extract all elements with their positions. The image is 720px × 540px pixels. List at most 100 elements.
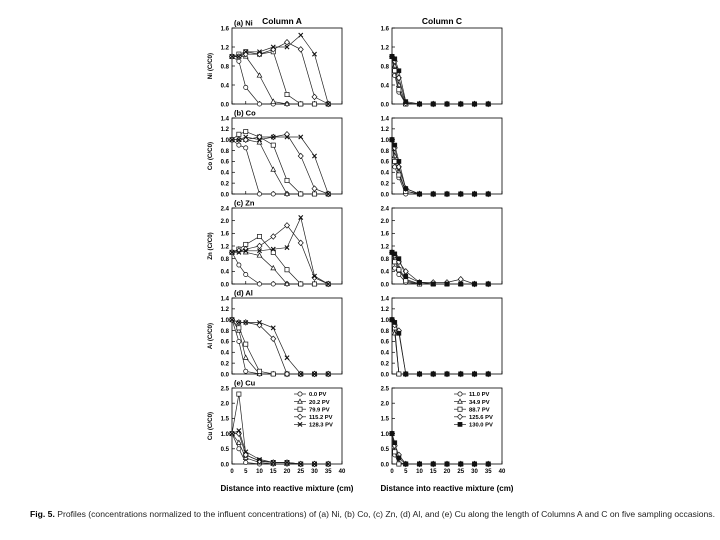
x-tick-label: 25 [297, 469, 304, 475]
data-point [270, 371, 276, 377]
data-point [256, 139, 263, 145]
data-point [392, 251, 398, 257]
series-line [391, 139, 489, 195]
x-tick-label: 20 [284, 469, 291, 475]
data-point [396, 272, 402, 277]
data-point [325, 101, 331, 107]
panel-5-column-a: 0.0 0.5 1.0 1.5 2.0 2.5 0 5 10 15 20 25 30 35 40 (e) Cu… [207, 379, 346, 476]
data-point [389, 431, 395, 436]
y-tick-label: 1.2 [221, 127, 230, 133]
y-tick-label: 0.4 [221, 83, 230, 89]
y-tick-label: 1.4 [381, 116, 390, 122]
y-axis-label: Al (C/C0) [207, 323, 214, 349]
data-point [270, 142, 276, 148]
data-point [472, 281, 477, 287]
data-point [417, 461, 422, 467]
data-point [270, 98, 277, 104]
plot-frame [391, 117, 503, 195]
series-line [391, 56, 489, 105]
y-tick-label: 0.0 [381, 282, 390, 288]
data-point [458, 281, 464, 287]
y-tick-label: 0.0 [381, 102, 390, 108]
data-point [270, 233, 277, 240]
data-point [236, 137, 242, 143]
legend-label: 130.0 PV [469, 423, 493, 429]
data-point [270, 44, 276, 50]
panels: 0.0 0.4 0.8 1.2 1.6 (a) Ni Ni (C/C0) 0.0 0.4 0.8 1… [207, 19, 506, 476]
data-point [312, 461, 317, 467]
data-point [396, 68, 402, 74]
data-point [236, 319, 242, 325]
x-axis-label-right: Distance into reactive mixture (cm) [381, 484, 514, 493]
plot-frame [231, 297, 343, 375]
x-tick-label: 15 [270, 469, 277, 475]
data-point [392, 320, 398, 325]
data-point [284, 44, 290, 50]
y-tick-label: 1.4 [221, 116, 230, 122]
data-point [284, 355, 290, 361]
x-tick-label: 30 [471, 469, 478, 475]
data-point [284, 177, 290, 183]
data-point [243, 319, 249, 325]
series-line [391, 56, 489, 105]
data-point [403, 278, 409, 284]
data-point [403, 461, 409, 467]
y-tick-label: 0.0 [381, 192, 390, 198]
data-point [297, 152, 304, 160]
series-line [391, 433, 489, 465]
y-tick-label: 0.4 [221, 171, 230, 177]
plot-frame [391, 27, 503, 105]
data-point [270, 264, 277, 271]
data-point [312, 371, 317, 377]
y-axis-label: Zn (C/C0) [207, 232, 214, 260]
y-tick-label: 0.0 [381, 462, 390, 468]
series-line [391, 433, 489, 465]
data-point [396, 330, 402, 336]
legend-marker [457, 406, 463, 412]
y-tick-label: 0.6 [381, 340, 390, 346]
legend-marker [297, 406, 303, 412]
data-point [298, 281, 304, 287]
data-point [284, 134, 290, 140]
y-tick-label: 2.4 [221, 206, 230, 212]
data-point [485, 371, 491, 377]
data-point [257, 101, 262, 107]
y-tick-label: 0.4 [381, 270, 390, 276]
data-point [243, 134, 249, 140]
y-tick-label: 0.5 [381, 447, 390, 453]
y-tick-label: 0.6 [221, 340, 230, 346]
y-tick-label: 1.2 [381, 307, 390, 313]
y-tick-label: 1.2 [381, 244, 390, 250]
x-tick-label: 30 [311, 469, 318, 475]
legend-label: 0.0 PV [309, 392, 327, 398]
y-tick-label: 2.4 [381, 206, 390, 212]
y-tick-label: 0.8 [381, 257, 390, 263]
y-tick-label: 1.2 [381, 45, 390, 51]
y-tick-label: 0.2 [221, 181, 230, 187]
x-tick-label: 0 [390, 469, 394, 475]
data-point [430, 191, 436, 197]
y-tick-label: 0.0 [221, 102, 230, 108]
data-point [297, 46, 304, 53]
series-line [391, 319, 489, 375]
y-tick-label: 1.0 [381, 318, 390, 324]
data-point [243, 368, 249, 374]
data-point [270, 281, 276, 287]
data-point [312, 191, 317, 197]
data-point [256, 252, 263, 258]
x-tick-label: 10 [256, 469, 263, 475]
data-point [236, 142, 242, 148]
data-point [403, 99, 409, 104]
y-tick-label: 1.6 [221, 26, 230, 32]
panel-3-column-c: 0.0 0.4 0.8 1.2 1.6 2.0 2.4 [381, 206, 503, 288]
data-point [444, 191, 450, 197]
y-tick-label: 0.8 [381, 329, 390, 335]
legend-marker [457, 391, 463, 397]
data-point [311, 93, 318, 101]
data-point [236, 391, 242, 397]
data-point [270, 335, 277, 342]
data-point [257, 49, 262, 55]
x-tick-label: 15 [430, 469, 437, 475]
data-point [312, 153, 317, 159]
panel-label: (c) Zn [234, 199, 255, 208]
